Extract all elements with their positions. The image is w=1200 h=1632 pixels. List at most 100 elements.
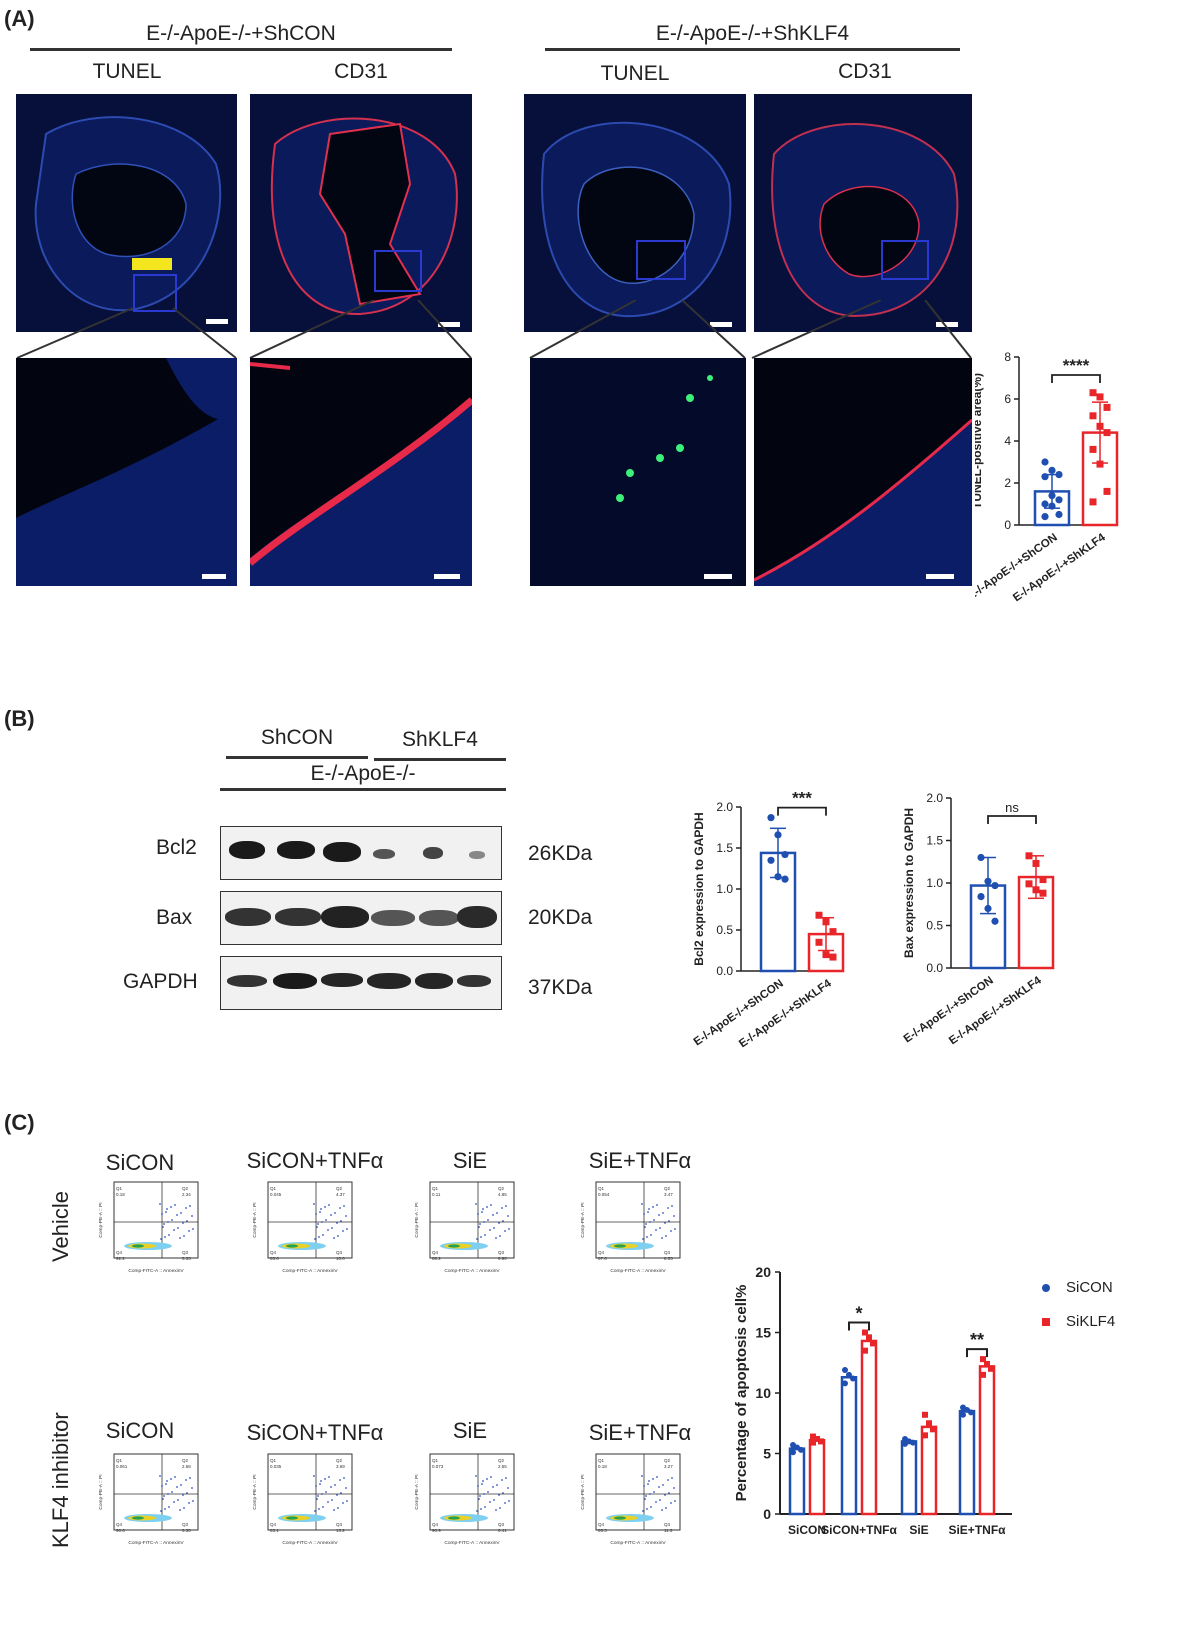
cell-event — [505, 1205, 507, 1207]
data-point — [984, 904, 992, 913]
data-point — [1025, 880, 1033, 888]
quadrant-name: Q1 — [270, 1186, 277, 1191]
cell-event — [186, 1220, 188, 1222]
cell-event — [321, 1221, 323, 1223]
cell-event — [334, 1212, 336, 1214]
quadrant-name: Q4 — [116, 1250, 123, 1255]
cell-event — [484, 1506, 486, 1508]
data-point — [1048, 502, 1056, 510]
cell-event — [645, 1495, 647, 1497]
data-point — [814, 1435, 820, 1442]
y-tick-label: 1.5 — [926, 834, 943, 848]
bar — [1081, 431, 1119, 527]
cell-event — [670, 1230, 672, 1232]
quadrant-name: Q4 — [270, 1522, 277, 1527]
bar — [978, 1365, 996, 1516]
cell-event — [185, 1479, 187, 1481]
cell-event — [493, 1499, 495, 1501]
data-point — [1041, 473, 1049, 481]
cell-event — [170, 1206, 172, 1208]
y-tick-label: 0.5 — [716, 923, 733, 937]
cell-event — [655, 1501, 657, 1503]
quadrant-value: 0.045 — [270, 1192, 282, 1197]
quadrant-name: Q3 — [336, 1522, 343, 1527]
cell-event — [661, 1237, 663, 1239]
micrograph-cd31-shcon-zoom — [250, 358, 472, 586]
micrograph-tunel-shcon-overview — [16, 94, 237, 332]
significance-label: *** — [792, 789, 812, 808]
cell-event — [182, 1222, 184, 1224]
bar — [958, 1409, 976, 1516]
cell-event — [318, 1236, 320, 1238]
y-tick-label: 8 — [1004, 350, 1011, 364]
cell-event — [507, 1487, 509, 1489]
y-tick-label: 5 — [763, 1446, 771, 1462]
cell-event — [166, 1208, 168, 1210]
cell-event — [192, 1228, 194, 1230]
cell-event — [499, 1507, 501, 1509]
y-axis-label: Comp-PE-A :: PI — [414, 1202, 420, 1237]
data-point — [977, 893, 985, 901]
data-point — [1041, 500, 1049, 508]
x-axis-label: Comp-FITC-A :: AnnexinV — [444, 1268, 500, 1274]
cell-event — [479, 1495, 481, 1497]
x-tick-label: SiE+TNFα — [948, 1523, 1006, 1537]
quadrant-name: Q2 — [182, 1458, 189, 1463]
data-point — [1025, 852, 1033, 860]
data-point — [862, 1347, 868, 1354]
cell-event — [165, 1211, 167, 1213]
data-point — [850, 1375, 856, 1382]
cell-event — [652, 1206, 654, 1208]
cell-event — [189, 1205, 191, 1207]
significance-bracket — [777, 806, 827, 816]
cell-event — [486, 1478, 488, 1480]
data-point — [842, 1380, 848, 1387]
y-axis-label: TUNEL-positive area(%) — [975, 373, 984, 509]
quadrant-value: 0.035 — [270, 1464, 282, 1469]
bar — [840, 1376, 858, 1516]
sub-title-cd31-shcon: CD31 — [334, 60, 388, 83]
cell-event — [327, 1229, 329, 1231]
wb-blot-gapdh — [220, 956, 502, 1010]
cell-event — [174, 1476, 176, 1478]
cell-event — [504, 1230, 506, 1232]
cell-event — [501, 1207, 503, 1209]
cell-event — [163, 1223, 165, 1225]
cell-event — [315, 1213, 317, 1215]
quadrant-value: 0.11 — [432, 1192, 441, 1197]
cell-event — [191, 1487, 193, 1489]
chart-tunel-positive-area: 0 2 4 6 8 TUNEL-positive area(%) E-/-ApoE-/-+S… — [975, 350, 1119, 604]
quadrant-name: Q2 — [182, 1186, 189, 1191]
cell-event — [327, 1501, 329, 1503]
data-point — [767, 856, 775, 864]
quadrant-value: 2.68 — [182, 1464, 191, 1469]
data-point — [846, 1371, 852, 1378]
cell-event — [498, 1494, 500, 1496]
cell-event — [490, 1204, 492, 1206]
cell-event — [483, 1493, 485, 1495]
cell-event — [648, 1208, 650, 1210]
quadrant-value: 6.90 — [498, 1256, 507, 1261]
cell-event — [159, 1203, 161, 1205]
cell-event — [482, 1480, 484, 1482]
cell-event — [337, 1235, 339, 1237]
cell-event — [668, 1492, 670, 1494]
quadrant-name: Q4 — [598, 1250, 605, 1255]
quadrant-value: 6.41 — [498, 1528, 507, 1533]
cell-event — [664, 1494, 666, 1496]
bar — [788, 1447, 806, 1516]
flow-title-sicon-tnfa-vehicle: SiCON+TNFα — [246, 1148, 384, 1173]
quadrant-value: 3.69 — [336, 1464, 345, 1469]
quadrant-value: 2.34 — [182, 1192, 191, 1197]
panel-a-group-left-rule — [30, 48, 452, 51]
cell-event — [164, 1236, 166, 1238]
cell-event — [482, 1208, 484, 1210]
cell-event — [334, 1484, 336, 1486]
y-tick-label: 1.0 — [926, 876, 943, 890]
data-point — [781, 875, 789, 883]
data-point — [1041, 458, 1049, 466]
data-point — [866, 1334, 872, 1341]
